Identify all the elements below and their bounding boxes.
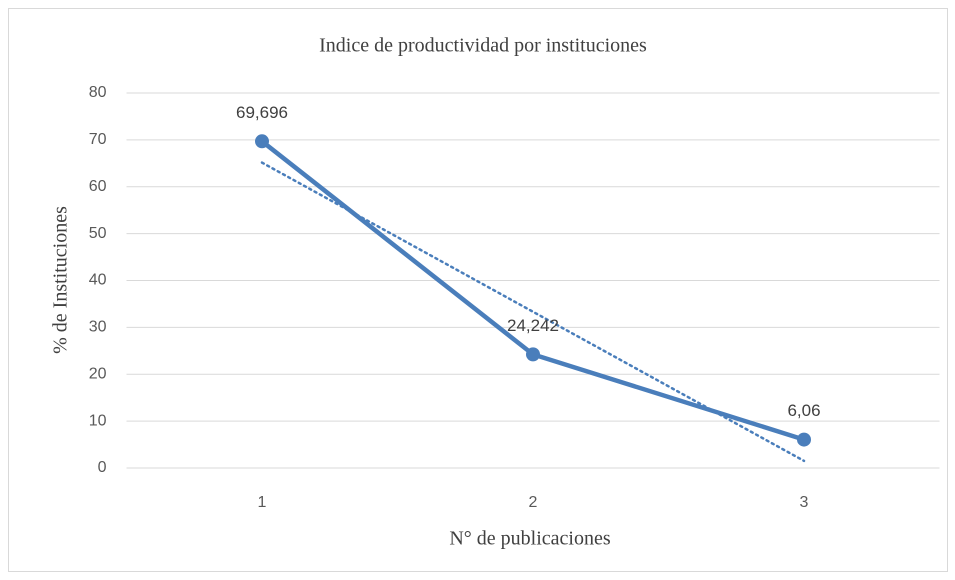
y-axis-label: % de Instituciones	[50, 206, 72, 354]
y-tick-label: 20	[89, 365, 107, 382]
data-point	[255, 134, 269, 149]
chart-frame	[8, 8, 948, 572]
y-tick-label: 0	[98, 459, 107, 476]
y-tick-label: 10	[89, 412, 107, 429]
y-tick-label: 70	[89, 131, 107, 148]
data-label: 69,696	[236, 103, 288, 122]
data-label: 6,06	[787, 401, 820, 420]
y-tick-label: 80	[89, 84, 107, 101]
y-tick-label: 60	[89, 178, 107, 195]
x-tick-label: 3	[800, 494, 809, 511]
y-tick-label: 50	[89, 225, 107, 242]
y-tick-label: 40	[89, 272, 107, 289]
x-axis-label: N° de publicaciones	[449, 528, 610, 550]
data-point	[526, 347, 540, 362]
data-point	[797, 432, 811, 447]
chart-title: Indice de productividad por institucione…	[319, 35, 647, 57]
x-tick-label: 1	[258, 494, 267, 511]
data-label: 24,242	[507, 316, 559, 335]
y-tick-label: 30	[89, 319, 107, 336]
x-tick-label: 2	[529, 494, 538, 511]
